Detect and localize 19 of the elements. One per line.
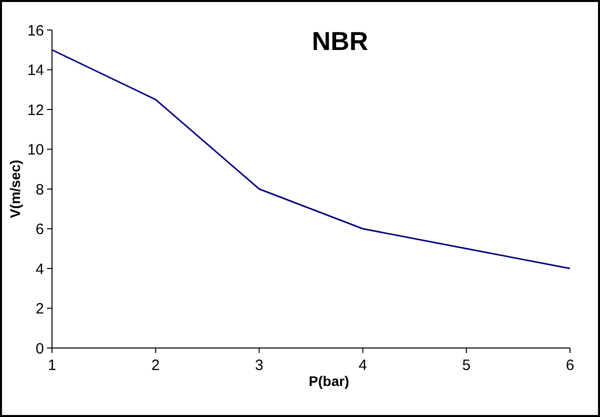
y-tick-label: 6	[36, 221, 44, 238]
y-tick-label: 4	[36, 260, 44, 278]
x-tick-label: 2	[151, 357, 160, 374]
y-tick-label: 10	[27, 142, 44, 158]
line-series	[51, 49, 571, 270]
y-tick-label: 14	[27, 62, 44, 79]
y-axis-title: V(m/sec)	[7, 160, 23, 218]
x-tick-label: 6	[566, 357, 574, 374]
y-tick-label: 0	[36, 340, 44, 358]
x-tick-label: 1	[48, 357, 56, 374]
y-tick-label: 12	[27, 102, 44, 119]
x-axis-title: P(bar)	[308, 373, 350, 389]
chart-title: NBR	[312, 26, 368, 56]
x-tick-label: 3	[255, 357, 264, 374]
x-tick-label: 5	[462, 357, 471, 374]
y-tick-label: 2	[36, 300, 44, 318]
x-tick-label: 4	[358, 357, 367, 374]
y-tick-label: 16	[27, 22, 44, 40]
y-tick-label: 8	[36, 181, 44, 198]
